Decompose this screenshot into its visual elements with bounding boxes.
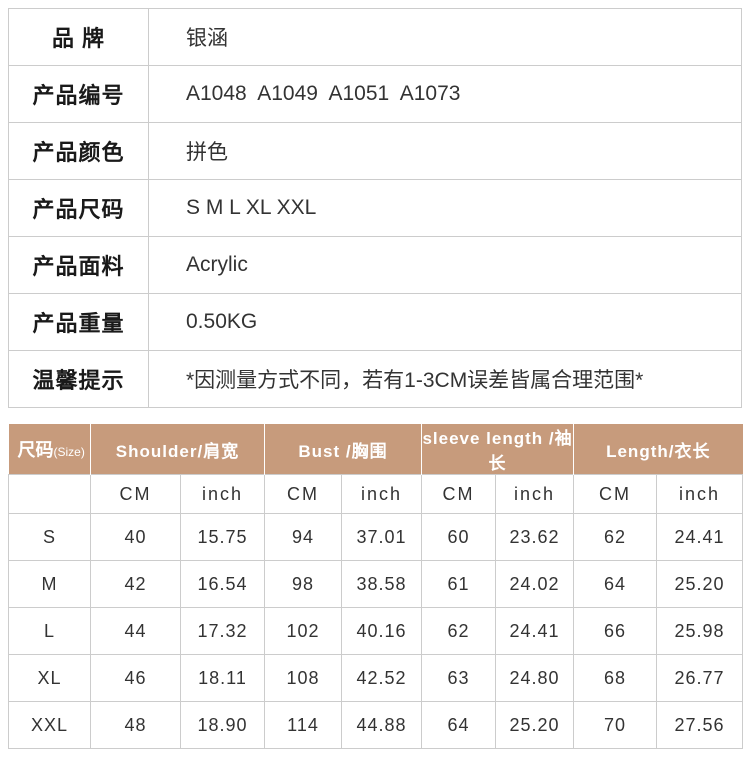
measurement-cell: 61 xyxy=(421,560,497,608)
measurement-cell: 18.90 xyxy=(180,701,265,749)
size-cell: XL xyxy=(8,654,91,702)
measurement-cell: 25.20 xyxy=(495,701,575,749)
measurement-cell: 46 xyxy=(90,654,181,702)
measurement-cell: 42.52 xyxy=(340,654,423,702)
table-row-size-xxl: XXL 48 18.90 114 44.88 64 25.20 70 27.56 xyxy=(8,701,744,749)
measurement-cell: 94 xyxy=(264,513,342,561)
unit-header-inch: inch xyxy=(180,474,265,514)
spec-label-size: 产品尺码 xyxy=(8,179,149,237)
measurement-cell: 64 xyxy=(421,701,497,749)
spec-label-product-number: 产品编号 xyxy=(8,65,149,123)
measurement-cell: 27.56 xyxy=(656,701,744,749)
measurement-cell: 38.58 xyxy=(340,560,423,608)
measurement-cell: 40.16 xyxy=(340,607,423,655)
unit-header-inch: inch xyxy=(340,474,423,514)
measurement-cell: 25.20 xyxy=(656,560,744,608)
measurement-cell: 98 xyxy=(264,560,342,608)
empty-cell xyxy=(8,474,91,514)
size-cell: S xyxy=(8,513,91,561)
measurement-cell: 68 xyxy=(573,654,658,702)
column-group-shoulder: Shoulder/肩宽 xyxy=(90,424,265,475)
unit-header-cm: CM xyxy=(90,474,181,514)
measurement-cell: 48 xyxy=(90,701,181,749)
size-label-sub: (Size) xyxy=(53,445,85,459)
table-row-size-m: M 42 16.54 98 38.58 61 24.02 64 25.20 xyxy=(8,560,744,608)
table-row-size-xl: XL 46 18.11 108 42.52 63 24.80 68 26.77 xyxy=(8,654,744,702)
measurement-cell: 64 xyxy=(573,560,658,608)
measurement-cell: 18.11 xyxy=(180,654,265,702)
unit-header-inch: inch xyxy=(495,474,575,514)
measurement-cell: 23.62 xyxy=(495,513,575,561)
table-row: 品 牌 银涵 xyxy=(8,8,742,66)
measurement-cell: 62 xyxy=(573,513,658,561)
table-row-size-l: L 44 17.32 102 40.16 62 24.41 66 25.98 xyxy=(8,607,744,655)
measurement-cell: 60 xyxy=(421,513,497,561)
product-info-table: 品 牌 银涵 产品编号 A1048 A1049 A1051 A1073 产品颜色… xyxy=(8,8,742,408)
spec-label-brand: 品 牌 xyxy=(8,8,149,66)
spec-label-tips: 温馨提示 xyxy=(8,350,149,408)
unit-header-cm: CM xyxy=(421,474,497,514)
unit-header-cm: CM xyxy=(264,474,342,514)
measurement-cell: 24.41 xyxy=(495,607,575,655)
measurement-cell: 16.54 xyxy=(180,560,265,608)
size-label: 尺码 xyxy=(17,440,54,460)
table-row: 产品尺码 S M L XL XXL xyxy=(8,179,742,237)
measurement-cell: 37.01 xyxy=(340,513,423,561)
measurement-cell: 70 xyxy=(573,701,658,749)
table-row: 产品面料 Acrylic xyxy=(8,236,742,294)
column-group-bust: Bust /胸围 xyxy=(264,424,423,475)
spec-value-brand: 银涵 xyxy=(148,8,742,66)
size-chart-header-row: 尺码(Size) Shoulder/肩宽 Bust /胸围 sleeve len… xyxy=(8,424,743,475)
unit-header-cm: CM xyxy=(573,474,658,514)
spec-label-color: 产品颜色 xyxy=(8,122,149,180)
measurement-cell: 26.77 xyxy=(656,654,744,702)
measurement-cell: 44 xyxy=(90,607,181,655)
measurement-cell: 44.88 xyxy=(340,701,423,749)
measurement-cell: 15.75 xyxy=(180,513,265,561)
spec-value-tips: *因测量方式不同，若有1-3CM误差皆属合理范围* xyxy=(148,350,742,408)
table-row: 产品颜色 拼色 xyxy=(8,122,742,180)
size-cell: XXL xyxy=(8,701,91,749)
measurement-cell: 114 xyxy=(264,701,342,749)
spec-value-weight: 0.50KG xyxy=(148,293,742,351)
spec-value-product-number: A1048 A1049 A1051 A1073 xyxy=(148,65,742,123)
table-row: 温馨提示 *因测量方式不同，若有1-3CM误差皆属合理范围* xyxy=(8,350,742,408)
table-row-size-s: S 40 15.75 94 37.01 60 23.62 62 24.41 xyxy=(8,513,744,561)
size-column-header: 尺码(Size) xyxy=(8,424,91,475)
measurement-cell: 63 xyxy=(421,654,497,702)
measurement-cell: 108 xyxy=(264,654,342,702)
spec-value-size: S M L XL XXL xyxy=(148,179,742,237)
spec-value-color: 拼色 xyxy=(148,122,742,180)
measurement-cell: 24.02 xyxy=(495,560,575,608)
measurement-cell: 25.98 xyxy=(656,607,744,655)
table-row: 产品编号 A1048 A1049 A1051 A1073 xyxy=(8,65,742,123)
spec-label-weight: 产品重量 xyxy=(8,293,149,351)
spec-value-fabric: Acrylic xyxy=(148,236,742,294)
measurement-cell: 66 xyxy=(573,607,658,655)
measurement-cell: 17.32 xyxy=(180,607,265,655)
table-row: 产品重量 0.50KG xyxy=(8,293,742,351)
measurement-cell: 102 xyxy=(264,607,342,655)
unit-header-inch: inch xyxy=(656,474,744,514)
measurement-cell: 24.41 xyxy=(656,513,744,561)
unit-header-row: CM inch CM inch CM inch CM inch xyxy=(8,474,744,514)
spec-label-fabric: 产品面料 xyxy=(8,236,149,294)
measurement-cell: 42 xyxy=(90,560,181,608)
measurement-cell: 24.80 xyxy=(495,654,575,702)
size-cell: L xyxy=(8,607,91,655)
column-group-length: Length/衣长 xyxy=(573,424,743,475)
measurement-cell: 40 xyxy=(90,513,181,561)
measurement-cell: 62 xyxy=(421,607,497,655)
size-cell: M xyxy=(8,560,91,608)
column-group-sleeve-length: sleeve length /袖长 xyxy=(421,424,575,475)
size-chart-table: 尺码(Size) Shoulder/肩宽 Bust /胸围 sleeve len… xyxy=(8,424,744,749)
